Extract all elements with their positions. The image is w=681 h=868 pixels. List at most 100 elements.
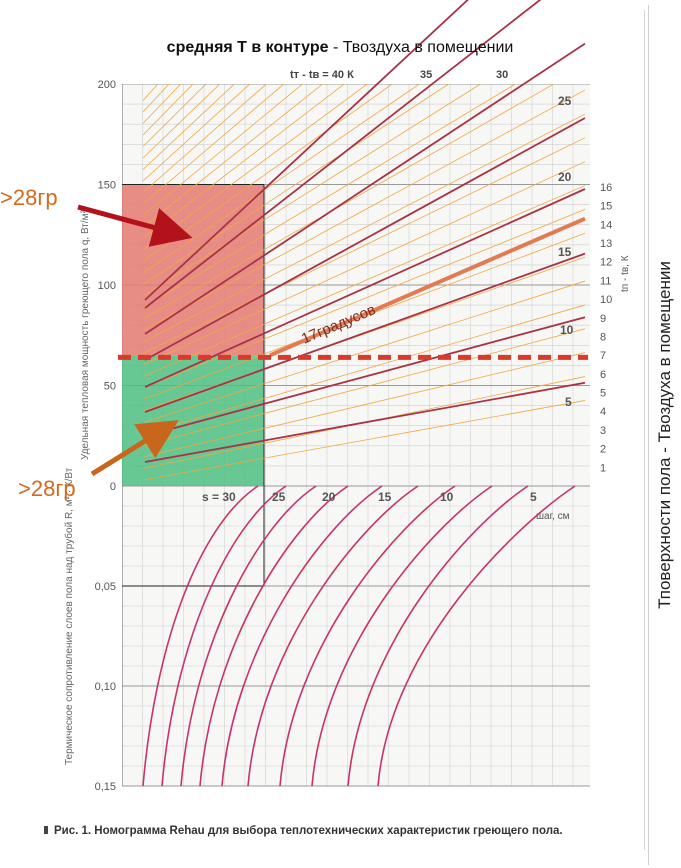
fan-line	[142, 304, 586, 435]
right-tick-label: 13	[600, 238, 612, 250]
resistance-curve	[180, 485, 317, 787]
y-tick-label: 100	[98, 280, 116, 292]
caption-mark	[44, 826, 48, 834]
right-tick-label: 8	[600, 331, 606, 343]
fan-line	[142, 89, 586, 331]
right-tick-label: 4	[600, 406, 606, 418]
resistance-curve	[142, 485, 259, 787]
bold-line-label: 15	[558, 245, 572, 259]
y-tick-label: 50	[104, 381, 116, 393]
bold-line	[144, 252, 586, 413]
bold-line	[144, 117, 586, 361]
fan-line	[142, 113, 586, 343]
right-tick-label: 12	[600, 257, 612, 269]
resistance-curve	[221, 485, 383, 787]
fan-line	[142, 65, 586, 320]
fan-line	[142, 41, 586, 308]
y-tick-label: 150	[98, 180, 116, 192]
right-tick-label: 1	[600, 462, 606, 474]
bold-line	[144, 42, 586, 335]
y-axis-title-lower: Термическое сопротивление слоев пола над…	[63, 467, 75, 765]
y-axis-title-upper: Удельная тепловая мощность греющего пола…	[80, 209, 91, 460]
right-tick-label: 14	[600, 219, 612, 231]
fan-line	[142, 0, 343, 182]
right-tick-label: 3	[600, 425, 606, 437]
right-tick-label: 15	[600, 201, 612, 213]
bold-line	[144, 0, 542, 309]
y-tick-label: 0,15	[95, 781, 116, 793]
chart-title-rest: - Твоздуха в помещении	[329, 39, 514, 56]
step-label: 15	[378, 490, 392, 504]
fan-line	[142, 185, 586, 377]
fan-line	[142, 0, 325, 170]
y-tick-label: 0,05	[95, 581, 116, 593]
top-axis-tick: 30	[496, 69, 508, 81]
highlight-line	[269, 216, 586, 358]
y-tick-label: 0	[110, 481, 116, 493]
resistance-curve	[247, 485, 419, 787]
lower-zone-label: >28гр	[18, 476, 76, 501]
bold-line	[144, 188, 586, 388]
resistance-curves	[142, 485, 576, 787]
fan-line	[142, 137, 586, 354]
bold-lines	[144, 0, 586, 463]
resistance-curve	[377, 485, 576, 787]
chart-title-bold: средняя Т в контуре	[167, 39, 329, 56]
fan-mask-top	[0, 0, 681, 84]
caption: Рис. 1. Номограмма Rehau для выбора тепл…	[54, 825, 563, 837]
resistance-curve	[161, 485, 287, 787]
fan-line	[142, 400, 586, 481]
chart-title: средняя Т в контуре - Твоздуха в помещен…	[167, 39, 514, 56]
step-label: s = 30	[202, 490, 236, 504]
step-label: 25	[272, 490, 286, 504]
step-label: 20	[322, 490, 336, 504]
resistance-curve	[279, 485, 456, 787]
resistance-curve	[311, 485, 493, 787]
step-label: 10	[440, 490, 454, 504]
right-tick-label: 6	[600, 369, 606, 381]
bold-line-label: 25	[558, 94, 572, 108]
fan-line	[142, 352, 586, 458]
bold-line	[144, 381, 586, 463]
top-axis-label: tт - tв = 40 К	[290, 69, 354, 81]
paper-edge	[644, 10, 645, 850]
bold-line-label: 10	[560, 323, 574, 337]
y-tick-label: 0,10	[95, 681, 116, 693]
right-tick-label: 7	[600, 350, 606, 362]
fan-line	[142, 0, 511, 262]
right-tick-label: 2	[600, 444, 606, 456]
bold-line-label: 20	[558, 170, 572, 184]
side-title: Тповерхности пола - Твоздуха в помещении	[648, 5, 681, 865]
bold-line	[144, 0, 469, 301]
top-axis-tick: 35	[420, 69, 432, 81]
fan-line	[142, 161, 586, 366]
fan-line	[142, 0, 308, 159]
right-tick-label: 10	[600, 294, 612, 306]
upper-label-bg	[0, 178, 80, 214]
upper-zone-label: >28гр	[0, 185, 58, 210]
fan-line	[142, 328, 586, 446]
right-tick-label: 11	[600, 275, 611, 287]
step-axis-label: шаг, см	[536, 511, 570, 522]
bold-line	[144, 316, 586, 437]
right-tick-label: 16	[600, 182, 612, 194]
fan-line	[142, 0, 482, 251]
fan-line	[142, 209, 586, 389]
fan-mask-left	[0, 0, 122, 868]
green-zone	[122, 355, 264, 486]
fan-line	[142, 0, 363, 193]
right-tick-label: 9	[600, 313, 606, 325]
right-tick-label: 5	[600, 388, 606, 400]
resistance-curve	[347, 485, 529, 787]
upper-arrow	[77, 204, 193, 247]
side-title-text: Тповерхности пола - Твоздуха в помещении	[655, 261, 674, 609]
step-label: 5	[530, 490, 537, 504]
resistance-curve	[199, 485, 349, 787]
fan-line	[142, 280, 586, 423]
bold-line-label: 5	[565, 395, 572, 409]
lower-arrow	[90, 420, 179, 477]
right-axis-title: tп - tв, К	[620, 255, 631, 292]
y-tick-label: 200	[98, 79, 116, 91]
